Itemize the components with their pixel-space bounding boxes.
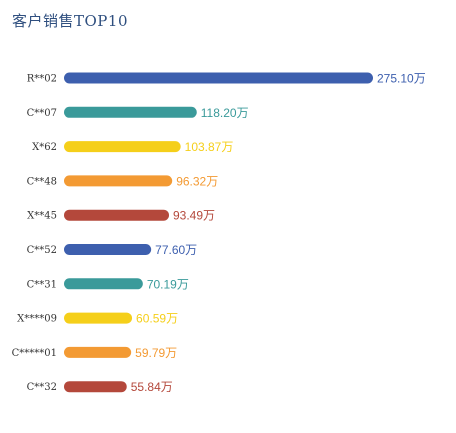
category-label: X**45 [27,211,57,222]
bar[interactable] [64,278,143,290]
category-label: C*****01 [12,348,57,359]
bar[interactable] [64,381,127,393]
category-label: R**02 [27,74,57,85]
value-label: 275.10万 [377,72,426,86]
category-label: C**07 [27,108,57,119]
bar[interactable] [64,346,132,358]
chart-title: 客户销售TOP10 [12,12,128,30]
category-label: C**48 [27,176,57,187]
bar[interactable] [64,141,181,153]
bar[interactable] [64,175,173,187]
category-label: C**32 [27,382,57,393]
value-label: 118.20万 [201,106,249,120]
value-label: 103.87万 [185,140,234,154]
category-label: C**31 [27,279,57,290]
value-label: 60.59万 [136,312,178,326]
bar[interactable] [64,72,373,84]
value-label: 55.84万 [131,380,173,394]
value-label: 96.32万 [176,174,218,188]
value-label: 59.79万 [135,346,177,360]
category-label: C**52 [27,245,57,256]
bar[interactable] [64,106,197,118]
category-label: X*62 [32,142,57,153]
bar[interactable] [64,312,133,324]
bar[interactable] [64,244,152,255]
bar[interactable] [64,209,170,221]
value-label: 77.60万 [155,243,197,257]
category-label: X****09 [17,314,57,325]
value-label: 93.49万 [173,209,215,223]
value-label: 70.19万 [147,277,189,291]
